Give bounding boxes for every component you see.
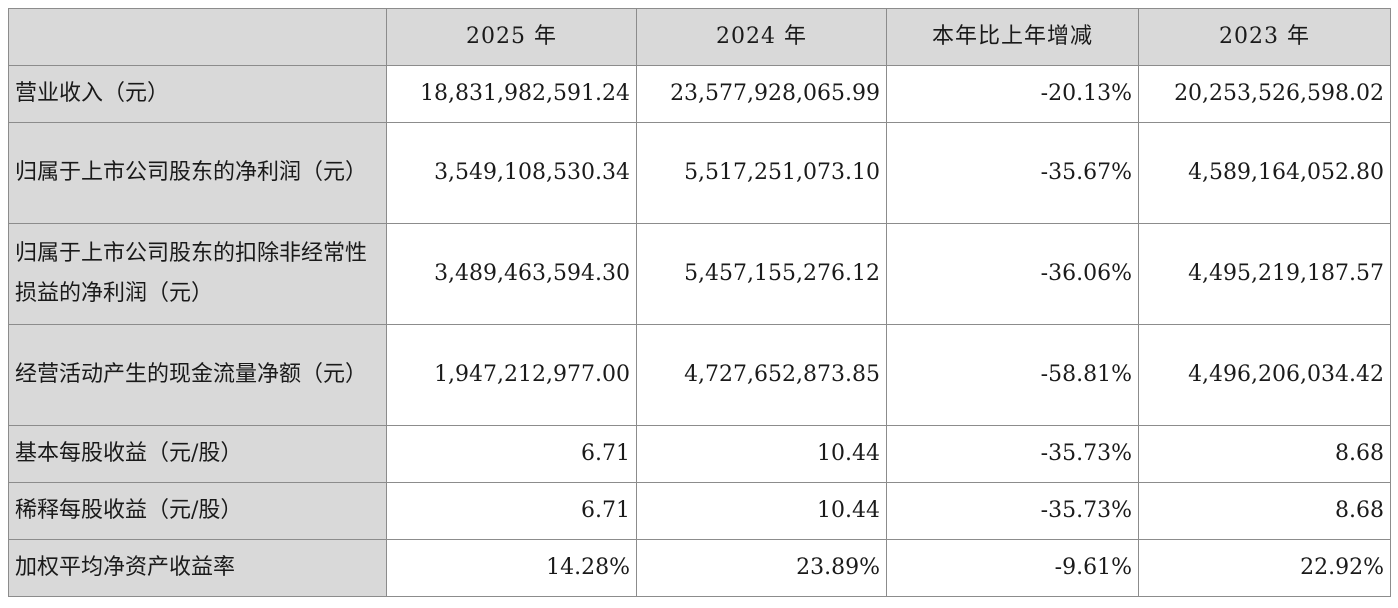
value-2024: 23.89% <box>636 539 887 597</box>
value-2023: 4,589,164,052.80 <box>1138 122 1391 224</box>
table-row-revenue: 营业收入（元） 18,831,982,591.24 23,577,928,065… <box>8 65 1391 123</box>
row-label: 经营活动产生的现金流量净额（元） <box>8 324 387 426</box>
row-label: 加权平均净资产收益率 <box>8 539 387 597</box>
value-2024: 10.44 <box>636 425 887 483</box>
value-2025: 6.71 <box>386 425 637 483</box>
column-header-change: 本年比上年增减 <box>886 8 1139 66</box>
value-change: -20.13% <box>886 65 1139 123</box>
value-2023: 4,495,219,187.57 <box>1138 223 1391 325</box>
value-2024: 5,457,155,276.12 <box>636 223 887 325</box>
value-change: -36.06% <box>886 223 1139 325</box>
value-change: -35.73% <box>886 482 1139 540</box>
value-change: -35.73% <box>886 425 1139 483</box>
row-label: 稀释每股收益（元/股） <box>8 482 387 540</box>
table-row-net-profit-deducted: 归属于上市公司股东的扣除非经常性损益的净利润（元） 3,489,463,594.… <box>8 223 1391 325</box>
row-label: 基本每股收益（元/股） <box>8 425 387 483</box>
column-header-2025: 2025 年 <box>386 8 637 66</box>
table-row-net-profit: 归属于上市公司股东的净利润（元） 3,549,108,530.34 5,517,… <box>8 122 1391 224</box>
value-2024: 10.44 <box>636 482 887 540</box>
value-2023: 20,253,526,598.02 <box>1138 65 1391 123</box>
value-2023: 8.68 <box>1138 482 1391 540</box>
table-header-row: 2025 年 2024 年 本年比上年增减 2023 年 <box>8 8 1391 66</box>
value-2025: 14.28% <box>386 539 637 597</box>
value-change: -35.67% <box>886 122 1139 224</box>
value-2024: 4,727,652,873.85 <box>636 324 887 426</box>
row-label: 营业收入（元） <box>8 65 387 123</box>
value-2025: 1,947,212,977.00 <box>386 324 637 426</box>
row-label: 归属于上市公司股东的扣除非经常性损益的净利润（元） <box>8 223 387 325</box>
table-row-diluted-eps: 稀释每股收益（元/股） 6.71 10.44 -35.73% 8.68 <box>8 482 1391 540</box>
row-label: 归属于上市公司股东的净利润（元） <box>8 122 387 224</box>
column-header-2023: 2023 年 <box>1138 8 1391 66</box>
value-2024: 5,517,251,073.10 <box>636 122 887 224</box>
table-row-basic-eps: 基本每股收益（元/股） 6.71 10.44 -35.73% 8.68 <box>8 425 1391 483</box>
value-2025: 3,489,463,594.30 <box>386 223 637 325</box>
value-2023: 8.68 <box>1138 425 1391 483</box>
value-2023: 4,496,206,034.42 <box>1138 324 1391 426</box>
value-2025: 6.71 <box>386 482 637 540</box>
value-2025: 18,831,982,591.24 <box>386 65 637 123</box>
column-header-2024: 2024 年 <box>636 8 887 66</box>
value-change: -9.61% <box>886 539 1139 597</box>
header-label-cell <box>8 8 387 66</box>
table-row-operating-cash-flow: 经营活动产生的现金流量净额（元） 1,947,212,977.00 4,727,… <box>8 324 1391 426</box>
table-row-roe: 加权平均净资产收益率 14.28% 23.89% -9.61% 22.92% <box>8 539 1391 597</box>
value-2024: 23,577,928,065.99 <box>636 65 887 123</box>
value-2025: 3,549,108,530.34 <box>386 122 637 224</box>
value-2023: 22.92% <box>1138 539 1391 597</box>
value-change: -58.81% <box>886 324 1139 426</box>
financial-summary-table: 2025 年 2024 年 本年比上年增减 2023 年 营业收入（元） 18,… <box>8 8 1391 597</box>
